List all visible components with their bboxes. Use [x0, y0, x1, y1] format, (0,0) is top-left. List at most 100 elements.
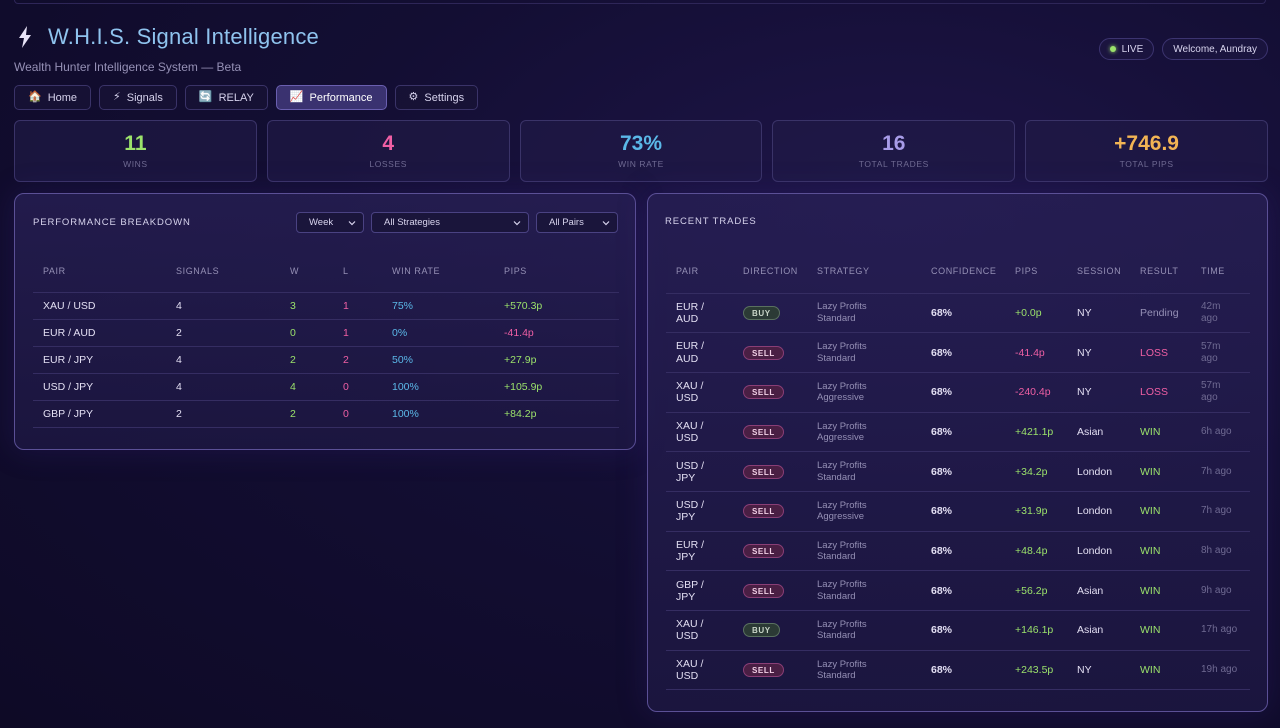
pair-cell-line: XAU /	[676, 618, 704, 631]
wins-cell: 2	[280, 400, 333, 429]
session-cell: London	[1067, 451, 1130, 492]
losses-cell: 1	[333, 291, 382, 320]
table-row[interactable]: XAU / USD 4 3 1 75% +570.3p	[33, 291, 619, 320]
strategy-cell-line: Standard	[817, 471, 856, 483]
column-header: W	[290, 265, 300, 276]
pair-cell: XAU / USD	[666, 610, 733, 651]
pair-cell-line: EUR /	[676, 340, 705, 353]
stat-card-total-pips: +746.9 TOTAL PIPS	[1025, 120, 1268, 182]
column-header: PAIR	[676, 266, 699, 277]
stat-label: LOSSES	[369, 159, 407, 169]
table-row[interactable]: EUR / AUD BUY Lazy Profits Standard 68% +0.0p N…	[666, 292, 1250, 333]
time-cell-line: ago	[1201, 312, 1218, 324]
time-cell-line: 6h ago	[1201, 425, 1232, 437]
direction-badge: SELL	[743, 504, 784, 519]
time-cell-line: ago	[1201, 352, 1218, 364]
nav-relay-button[interactable]: 🔄 RELAY	[184, 85, 268, 110]
losses-cell: 2	[333, 345, 382, 374]
pair-cell-line: JPY	[676, 550, 696, 563]
direction-cell: SELL	[733, 411, 807, 452]
live-label: LIVE	[1121, 43, 1144, 55]
column-header: SESSION	[1077, 266, 1122, 277]
signals-cell: 2	[166, 400, 280, 429]
pips-cell: +105.9p	[494, 373, 619, 401]
direction-cell: SELL	[733, 371, 807, 413]
pair-cell-line: USD /	[676, 459, 705, 472]
pair-cell-line: JPY	[676, 471, 696, 484]
direction-badge: SELL	[743, 663, 784, 678]
session-cell: Asian	[1067, 610, 1130, 651]
stat-value: 73%	[619, 132, 662, 155]
nav-home-button[interactable]: 🏠 Home	[14, 85, 92, 110]
strategy-cell-line: Lazy Profits	[817, 341, 867, 353]
strategy-cell-line: Standard	[817, 352, 856, 364]
table-row[interactable]: USD / JPY SELL Lazy Profits Standard 68% +34.2…	[666, 451, 1250, 492]
wins-cell: 2	[280, 345, 333, 374]
confidence-cell: 68%	[921, 451, 1005, 492]
table-row[interactable]: XAU / USD SELL Lazy Profits Standard 68% +243.…	[666, 649, 1250, 691]
losses-cell: 1	[333, 318, 382, 347]
strategy-select[interactable]: All Strategies	[371, 212, 529, 233]
table-row[interactable]: EUR / JPY 4 2 2 50% +27.9p	[33, 345, 619, 374]
pair-cell-line: GBP /	[676, 578, 704, 591]
table-row[interactable]: USD / JPY SELL Lazy Profits Aggressive 68% +31…	[666, 490, 1250, 532]
time-cell: 57m ago	[1191, 332, 1250, 373]
time-cell: 7h ago	[1191, 490, 1250, 532]
nav-label: Performance	[309, 91, 373, 104]
pair-cell-line: USD	[676, 392, 699, 405]
table-row[interactable]: XAU / USD SELL Lazy Profits Aggressive 68% +42…	[666, 411, 1250, 452]
house-icon: 🏠	[28, 91, 42, 103]
pairs-select[interactable]: All Pairs	[536, 212, 618, 233]
strategy-cell-line: Lazy Profits	[817, 380, 867, 392]
pips-cell: +146.1p	[1005, 610, 1067, 651]
direction-cell: SELL	[733, 649, 807, 691]
signals-cell: 4	[166, 373, 280, 401]
confidence-cell: 68%	[921, 610, 1005, 651]
pips-cell: +243.5p	[1005, 649, 1067, 691]
confidence-cell: 68%	[921, 570, 1005, 611]
direction-badge: SELL	[743, 345, 784, 360]
pair-cell-line: JPY	[676, 590, 696, 603]
strategy-cell-line: Lazy Profits	[817, 539, 867, 551]
session-cell: Asian	[1067, 570, 1130, 611]
losses-cell: 0	[333, 400, 382, 429]
pips-cell: +421.1p	[1005, 411, 1067, 452]
direction-badge: SELL	[743, 385, 784, 400]
column-header: TIME	[1201, 266, 1225, 277]
app-header: W.H.I.S. Signal Intelligence Wealth Hunt…	[14, 24, 319, 74]
table-row[interactable]: USD / JPY 4 4 0 100% +105.9p	[33, 373, 619, 401]
session-cell: NY	[1067, 649, 1130, 691]
period-select[interactable]: Week	[296, 212, 364, 233]
table-row[interactable]: EUR / JPY SELL Lazy Profits Standard 68% +48.4…	[666, 530, 1250, 571]
time-cell: 9h ago	[1191, 570, 1250, 611]
result-cell: WIN	[1130, 530, 1191, 571]
result-cell: WIN	[1130, 649, 1191, 691]
time-cell: 17h ago	[1191, 610, 1250, 651]
strategy-cell-line: Lazy Profits	[817, 579, 867, 591]
pair-cell: EUR / JPY	[33, 345, 166, 374]
nav-signals-button[interactable]: ⚡ Signals	[99, 85, 177, 110]
table-row[interactable]: GBP / JPY SELL Lazy Profits Standard 68% +56.2…	[666, 570, 1250, 611]
pair-cell-line: EUR /	[676, 300, 705, 313]
nav-label: RELAY	[218, 91, 254, 104]
strategy-cell-line: Lazy Profits	[817, 420, 867, 432]
losses-cell: 0	[333, 373, 382, 401]
table-row[interactable]: EUR / AUD SELL Lazy Profits Standard 68% -41.4…	[666, 332, 1250, 373]
pair-cell-line: XAU /	[676, 380, 704, 393]
strategy-cell: Lazy Profits Aggressive	[807, 411, 921, 452]
user-welcome-badge[interactable]: Welcome, Aundray	[1162, 38, 1268, 60]
nav-settings-button[interactable]: ⚙ Settings	[394, 85, 479, 110]
time-cell-line: 57m	[1201, 340, 1221, 352]
pips-cell: -41.4p	[1005, 332, 1067, 373]
stats-row: 11 WINS 4 LOSSES 73% WIN RATE 16 TOTAL TRADES +7…	[14, 120, 1268, 182]
table-row[interactable]: XAU / USD BUY Lazy Profits Standard 68% +146.1…	[666, 610, 1250, 651]
table-row[interactable]: GBP / JPY 2 2 0 100% +84.2p	[33, 400, 619, 429]
signals-cell: 4	[166, 291, 280, 320]
pair-cell: GBP / JPY	[33, 400, 166, 429]
table-row[interactable]: XAU / USD SELL Lazy Profits Aggressive 68% -24…	[666, 371, 1250, 413]
stat-value: 4	[382, 132, 395, 155]
nav-performance-button[interactable]: 📈 Performance	[275, 85, 387, 110]
table-row[interactable]: EUR / AUD 2 0 1 0% -41.4p	[33, 318, 619, 347]
pips-cell: +570.3p	[494, 291, 619, 320]
result-cell: WIN	[1130, 570, 1191, 611]
